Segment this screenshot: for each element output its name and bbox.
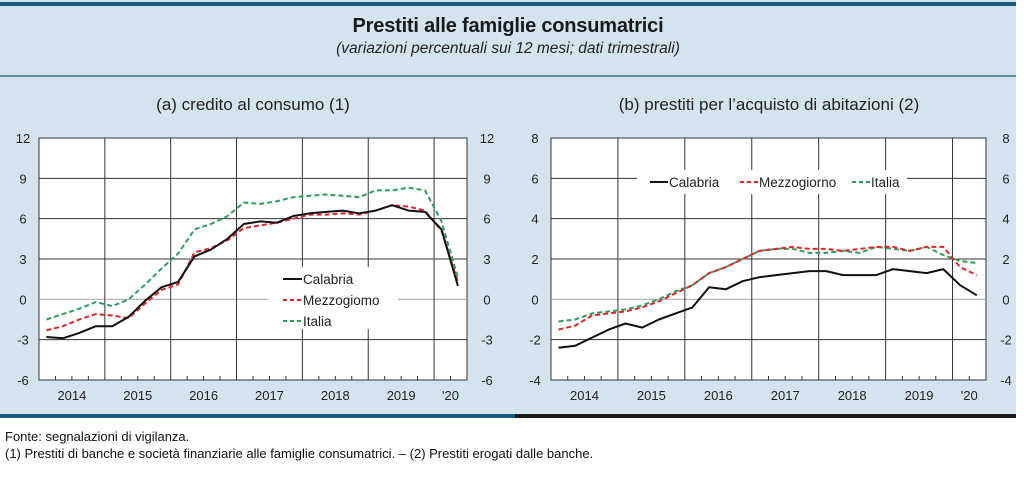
y-tick-label-right: 2: [1002, 252, 1009, 267]
y-tick-label-left: 6: [19, 212, 26, 227]
series-line-italia: [46, 186, 459, 321]
y-tick-label-left: -6: [17, 373, 29, 388]
chart-prestiti-abitazioni: (b) prestiti per l’acquisto di abitazion…: [529, 95, 1012, 403]
x-tick-label: 2018: [838, 388, 867, 403]
legend-label: Calabria: [669, 175, 720, 190]
y-tick-label-right: 0: [483, 292, 490, 307]
top-rule: [0, 2, 1016, 6]
y-tick-label-right: -4: [1000, 373, 1012, 388]
y-tick-label-left: -4: [529, 373, 541, 388]
chart-credito-al-consumo: (a) credito al consumo (1) -6 -6 -3 -3 0 0 3 3 6 6…: [16, 95, 494, 403]
source-note: Fonte: segnalazioni di vigilanza.: [5, 429, 190, 444]
header-divider: [0, 75, 1016, 77]
y-tick-label-left: 12: [16, 131, 30, 146]
y-tick-label-left: 3: [19, 252, 26, 267]
figure-title: Prestiti alle famiglie consumatrici: [352, 15, 664, 37]
legend-label: Mezzogiorno: [759, 175, 836, 190]
y-tick-label-right: -2: [1000, 333, 1012, 348]
y-tick-label-right: 12: [480, 131, 494, 146]
x-tick-label: 2016: [189, 388, 218, 403]
y-tick-label-left: 0: [531, 292, 538, 307]
legend-background: [268, 267, 398, 329]
y-tick-label-right: 0: [1002, 292, 1009, 307]
y-tick-label-left: -3: [17, 333, 29, 348]
x-tick-label: 2015: [637, 388, 666, 403]
y-tick-label-right: -6: [481, 373, 493, 388]
y-tick-label-left: 4: [531, 212, 538, 227]
footnote: (1) Prestiti di banche e società finanzi…: [5, 446, 594, 461]
x-tick-label: 2019: [387, 388, 416, 403]
y-tick-label-left: 2: [531, 252, 538, 267]
x-tick-label: '20: [961, 388, 978, 403]
y-tick-label-left: 9: [19, 171, 26, 186]
chart-title: (b) prestiti per l’acquisto di abitazion…: [619, 95, 919, 114]
legend: Calabria Mezzogiomo Italia: [268, 267, 398, 329]
y-tick-label-left: -2: [529, 333, 541, 348]
y-tick-label-left: 8: [531, 131, 538, 146]
legend-label: Italia: [871, 175, 900, 190]
x-tick-label: 2017: [255, 388, 284, 403]
series-line-calabria: [46, 204, 459, 340]
bottom-rule-right: [515, 414, 1016, 418]
y-tick-label-right: -3: [481, 333, 493, 348]
legend-label: Mezzogiomo: [303, 293, 380, 308]
series-line-calabria: [558, 268, 978, 349]
x-tick-label: 2019: [905, 388, 934, 403]
y-tick-label-right: 8: [1002, 131, 1009, 146]
y-tick-label-left: 0: [19, 292, 26, 307]
legend: Calabria Mezzogiorno Italia: [637, 170, 907, 194]
x-tick-label: 2014: [57, 388, 86, 403]
y-tick-label-right: 6: [1002, 171, 1009, 186]
figure-notes: Fonte: segnalazioni di vigilanza. (1) Pr…: [5, 428, 593, 462]
x-tick-label: 2016: [704, 388, 733, 403]
legend-label: Italia: [303, 314, 332, 329]
y-tick-label-right: 9: [483, 171, 490, 186]
chart-title: (a) credito al consumo (1): [156, 95, 350, 114]
y-tick-label-left: 6: [531, 171, 538, 186]
figure-subtitle: (variazioni percentuali sui 12 mesi; dat…: [336, 40, 680, 57]
figure-header: Prestiti alle famiglie consumatrici (var…: [0, 6, 1016, 68]
series-line-mezzogiorno: [558, 245, 978, 331]
x-tick-label: '20: [442, 388, 459, 403]
y-tick-label-right: 4: [1002, 212, 1009, 227]
y-tick-label-right: 3: [483, 252, 490, 267]
page-margin: [1016, 0, 1024, 418]
legend-label: Calabria: [303, 272, 354, 287]
x-tick-label: 2015: [123, 388, 152, 403]
bottom-rule-left: [0, 414, 515, 418]
y-tick-label-right: 6: [483, 212, 490, 227]
x-tick-label: 2017: [771, 388, 800, 403]
x-tick-label: 2014: [570, 388, 599, 403]
x-tick-label: 2018: [321, 388, 350, 403]
